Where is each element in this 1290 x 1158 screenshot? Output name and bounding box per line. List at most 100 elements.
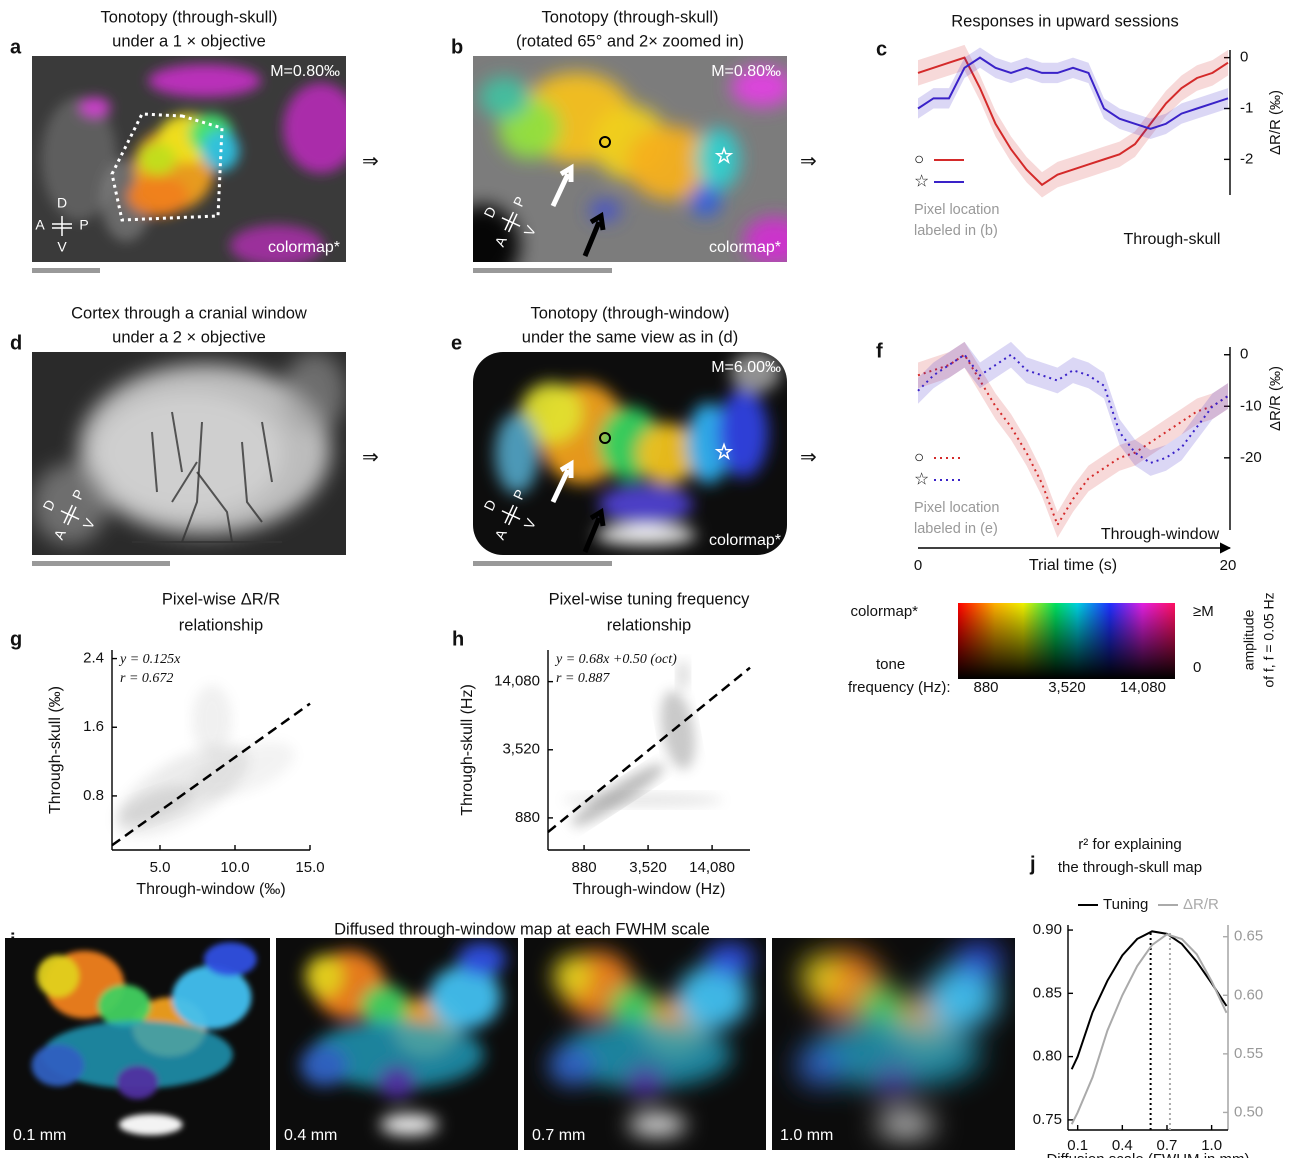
colorbar-tick: 14,080 — [1120, 679, 1166, 696]
flow-arrow: ⇒ — [800, 446, 817, 468]
scale-label: 1.0 mm — [780, 1127, 833, 1144]
y-tick-label: -1 — [1240, 99, 1253, 116]
colormap-text: colormap* — [268, 239, 340, 256]
scale-bar — [32, 268, 100, 273]
blob — [718, 389, 768, 478]
y-tick-label: 0.90 — [1033, 921, 1062, 938]
y-tick-label: 0.80 — [1033, 1048, 1062, 1065]
y-tick-label: 1.6 — [83, 718, 104, 735]
x-tick-label: 0 — [914, 557, 922, 574]
blob — [690, 184, 721, 217]
y-tick-label: 0 — [1240, 49, 1248, 66]
blob — [548, 1044, 596, 1086]
blob — [126, 175, 189, 216]
legend-symbol: ○ — [914, 447, 924, 466]
y-tick-label: 3,520 — [502, 741, 540, 758]
panel-title: Tonotopy (through-window) — [530, 304, 729, 322]
series-line — [1072, 931, 1227, 1069]
blob — [609, 985, 657, 1027]
blob — [479, 77, 529, 118]
colormap-text: colormap* — [709, 532, 781, 549]
colorbar-side-label: of f, f = 0.05 Hz — [1261, 592, 1277, 687]
colorbar-tick: 880 — [973, 679, 998, 696]
x-tick-label: 880 — [572, 859, 597, 876]
blob — [801, 955, 840, 997]
blob — [380, 1114, 438, 1135]
blob — [95, 393, 283, 515]
panel-letter: d — [10, 332, 22, 354]
colorbar-axis-label: tone — [876, 656, 905, 673]
blob — [458, 942, 506, 976]
compass-label: P — [79, 217, 88, 233]
image — [524, 938, 766, 1150]
annotation: y = 0.125x — [118, 652, 181, 667]
colorbar-min: 0 — [1193, 659, 1201, 676]
panel-letter: b — [451, 36, 463, 58]
x-tick-label: 3,520 — [629, 859, 667, 876]
panel-title: (rotated 65° and 2× zoomed in) — [516, 32, 744, 50]
blob — [139, 143, 177, 176]
chart-title: relationship — [607, 616, 691, 634]
x-axis-label: Through-window (‰) — [136, 881, 285, 898]
blob — [148, 64, 261, 97]
panel-title: Tonotopy (through-skull) — [100, 8, 277, 26]
blob — [706, 942, 754, 976]
annotation: r = 0.672 — [120, 671, 173, 686]
scale-bar — [473, 268, 612, 273]
x-tick-label: 10.0 — [220, 859, 249, 876]
y-tick-label: -2 — [1240, 150, 1253, 167]
blob — [954, 942, 1003, 976]
chart-title: Pixel-wise ΔR/R — [162, 590, 280, 608]
legend-symbol: ○ — [914, 149, 924, 168]
y2-tick-label: 0.65 — [1234, 928, 1263, 945]
panel-letter: c — [876, 38, 887, 60]
chart-title: r² for explaining — [1078, 836, 1181, 853]
image — [276, 938, 518, 1150]
blob — [37, 955, 79, 997]
scale-text: M=0.80‰ — [270, 63, 340, 80]
scale-text: M=6.00‰ — [711, 359, 781, 376]
panel-letter: e — [451, 332, 462, 354]
colormap-text: colormap* — [709, 239, 781, 256]
y-tick-label: 14,080 — [494, 673, 540, 690]
panel-letter: h — [452, 628, 464, 650]
chart-title: relationship — [179, 616, 263, 634]
y-tick-label: 880 — [515, 809, 540, 826]
flow-arrow: ⇒ — [800, 150, 817, 172]
x-tick-label: 15.0 — [295, 859, 324, 876]
legend-note: Pixel location — [914, 202, 999, 218]
y2-tick-label: 0.55 — [1234, 1045, 1263, 1062]
blob — [599, 484, 693, 525]
y-tick-label: 0.85 — [1033, 984, 1062, 1001]
blob — [595, 525, 695, 545]
compass-label: D — [57, 195, 67, 211]
panel-title: under the same view as in (d) — [522, 328, 738, 346]
series-line — [1072, 934, 1227, 1124]
blob — [300, 1044, 348, 1086]
figure: colormap* ≥M 0 tone frequency (Hz): 880 … — [0, 0, 1290, 1158]
scale-bar — [32, 561, 170, 566]
legend-symbol: ☆ — [914, 469, 929, 488]
y-axis-label: Through-skull (‰) — [47, 686, 64, 814]
scale-label: 0.7 mm — [532, 1127, 585, 1144]
blob — [626, 1065, 665, 1099]
blob — [204, 942, 257, 976]
y-tick-label: 0 — [1240, 346, 1248, 363]
blob — [696, 128, 740, 190]
blob — [796, 1044, 845, 1086]
panel-title: under a 1 × objective — [112, 32, 266, 50]
chart-title: Pixel-wise tuning frequency — [549, 590, 751, 608]
blob — [495, 413, 539, 494]
panel-letter: f — [876, 340, 883, 362]
error-band — [918, 342, 1228, 476]
blob — [283, 352, 346, 433]
panel-title: under a 2 × objective — [112, 328, 266, 346]
panel-label: Through-window — [1101, 526, 1220, 543]
compass-label: A — [35, 217, 45, 233]
blob — [876, 1114, 934, 1135]
chart-title: the through-skull map — [1058, 859, 1202, 876]
blob — [925, 966, 998, 1030]
fit-line — [548, 668, 750, 832]
panel-letter: a — [10, 36, 22, 58]
x-tick-label: 14,080 — [689, 859, 735, 876]
